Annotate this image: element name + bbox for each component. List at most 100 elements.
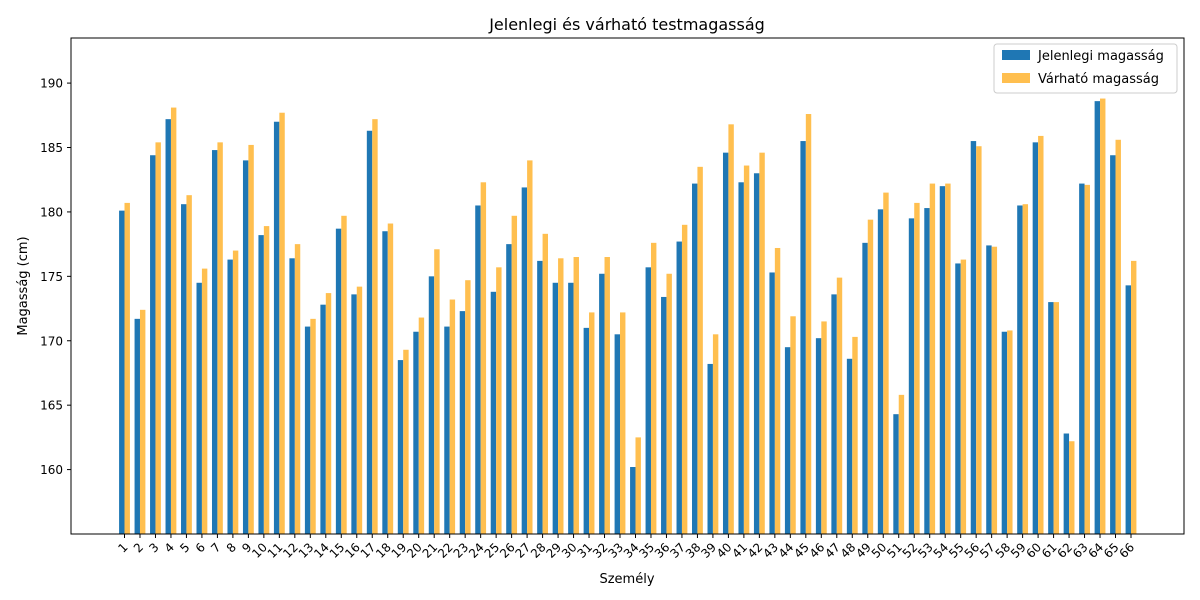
bar-expected-height [387,223,394,534]
bar-current-height [692,183,698,534]
bar-current-height [181,204,187,534]
y-tick-label: 160 [40,463,63,477]
bar-current-height [289,258,295,534]
bar-current-height [769,272,775,534]
x-tick-label: 66 [1116,540,1137,561]
y-tick-label: 190 [40,77,63,91]
legend-label-expected: Várható magasság [1038,72,1159,87]
bar-expected-height [898,394,905,534]
bar-expected-height [263,226,270,534]
bar-expected-height [883,192,889,534]
legend: Jelenlegi magasság Várható magasság [993,43,1178,94]
bar-current-height [800,141,806,534]
chart-title: Jelenlegi és várható testmagasság [488,15,765,34]
bar-expected-height [945,183,951,534]
legend-swatch-current [1002,50,1030,60]
bar-expected-height [403,349,409,534]
bar-expected-height [759,152,765,534]
bar-expected-height [465,280,471,534]
bar-current-height [1094,101,1101,534]
bar-expected-height [589,312,595,534]
bar-expected-height [248,144,254,534]
bar-current-height [1001,331,1008,534]
bar-current-height [846,358,853,534]
bar-current-height [258,235,264,535]
bar-current-height [366,130,373,534]
bar-current-height [568,282,574,534]
legend-swatch-expected [1002,73,1030,83]
bar-expected-height [836,277,843,534]
bar-current-height [1017,205,1023,535]
bar-current-height [413,331,419,534]
bar-current-height [444,326,450,534]
x-axis-label: Személy [599,572,654,587]
bar-expected-height [1069,441,1075,534]
x-tick-label: 7 [208,540,223,555]
bar-current-height [304,326,311,534]
bar-expected-height [1007,330,1013,534]
bar-current-height [815,338,822,534]
bar-current-height [784,347,791,534]
y-axis-label: Magasság (cm) [16,236,31,335]
bar-current-height [630,467,636,534]
bar-expected-height [294,244,301,534]
bar-current-height [970,141,977,534]
y-tick-label: 170 [40,334,63,348]
bar-expected-height [124,202,130,534]
bar-current-height [273,121,280,535]
y-tick-label: 185 [40,141,63,155]
bar-current-height [335,228,342,535]
bar-expected-height [821,321,827,534]
bar-current-height [165,119,171,534]
bar-expected-height [1038,135,1044,534]
bar-current-height [676,241,682,535]
bar-current-height [320,304,326,534]
x-tick-label: 5 [177,540,192,555]
bar-expected-height [620,312,626,534]
bar-expected-height [712,334,719,534]
bar-expected-height [356,286,363,534]
bar-expected-height [232,250,239,534]
bar-expected-height [867,219,874,534]
bar-expected-height [170,107,177,534]
bar-current-height [753,173,760,534]
x-tick-label: 2 [131,540,146,555]
legend-label-current: Jelenlegi magasság [1037,49,1164,64]
bar-current-height [831,294,837,534]
x-tick-label: 4 [162,540,177,555]
bar-expected-height [790,316,796,534]
bar-current-height [1063,433,1070,534]
bars-layer [119,98,1137,535]
bar-current-height [722,152,729,534]
bar-current-height [862,242,868,534]
bar-expected-height [774,247,781,535]
bar-current-height [196,282,202,534]
bar-expected-height [681,224,688,534]
plot-frame [70,37,1185,535]
bar-expected-height [1115,139,1121,534]
bar-current-height [459,311,466,534]
bar-expected-height [527,160,533,534]
bar-current-height [119,210,125,534]
bar-expected-height [743,165,750,535]
bar-current-height [1048,302,1054,534]
x-tick-label: 1 [115,540,130,555]
bar-expected-height [434,249,440,534]
bar-expected-height [914,202,920,534]
bar-current-height [490,291,497,534]
x-tick-label: 6 [193,540,208,555]
bar-current-height [1032,142,1039,534]
bar-current-height [583,327,590,534]
bar-expected-height [155,142,161,534]
y-tick-label: 180 [40,205,63,219]
bar-expected-height [496,267,502,534]
bar-expected-height [960,259,967,534]
bar-current-height [428,276,435,534]
bar-expected-height [650,242,657,534]
y-tick-label: 165 [40,399,63,413]
bar-expected-height [511,215,518,535]
bar-expected-height [217,142,223,534]
bar-expected-height [604,257,610,534]
bar-expected-height [542,233,548,534]
